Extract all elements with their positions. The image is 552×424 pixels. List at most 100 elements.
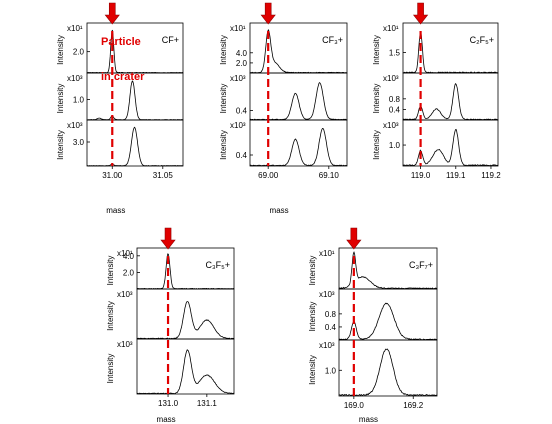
panel-frame	[136, 338, 235, 395]
spectrum-trace	[402, 128, 499, 167]
y-exponent-label: x10³	[67, 74, 83, 83]
spectrum-trace	[87, 126, 184, 167]
x-tick-label: 119.1	[446, 171, 466, 180]
panel-frame	[402, 119, 499, 167]
y-tick-label: 0.4	[236, 151, 248, 160]
x-axis-label: mass	[106, 206, 125, 215]
spectrum-trace	[338, 348, 437, 397]
panel-frame	[249, 72, 348, 121]
panel-frame	[249, 22, 348, 74]
y-exponent-label: x10³	[230, 74, 246, 83]
panel-frame	[86, 119, 184, 167]
spectrum-figure-5: Intensityx10¹0.40.8Intensityx10³1.0Inten…	[308, 227, 438, 424]
y-axis-label: Intensity	[219, 130, 228, 160]
y-axis-label: Intensity	[219, 35, 228, 65]
down-arrow-icon	[260, 2, 276, 25]
x-tick-label: 119.0	[411, 171, 431, 180]
y-tick-label: 1.0	[73, 96, 85, 105]
down-arrow-icon	[346, 227, 362, 250]
x-tick-label: 131.0	[158, 399, 179, 408]
annotation-particle: Particle	[101, 36, 141, 48]
y-axis-label: Intensity	[56, 84, 65, 114]
x-tick-label: 31.00	[102, 171, 123, 180]
y-exponent-label: x10¹	[117, 249, 133, 258]
x-tick-label: 69.00	[258, 171, 279, 180]
x-tick-label: 31.05	[153, 171, 174, 180]
ion-label: C₃F₇+	[409, 260, 433, 270]
y-exponent-label: x10¹	[67, 24, 83, 33]
y-tick-label: 4.0	[123, 252, 135, 261]
x-tick-label: 69.10	[319, 171, 340, 180]
ion-label: CF+	[162, 35, 179, 45]
y-axis-label: Intensity	[372, 130, 381, 160]
y-exponent-label: x10¹	[319, 249, 335, 258]
y-exponent-label: x10³	[117, 340, 133, 349]
x-axis-label: mass	[270, 206, 289, 215]
y-tick-label: 0.4	[236, 107, 248, 116]
spectrum-figure-3: 1.5Intensityx10¹0.80.4Intensityx10³1.0In…	[372, 2, 501, 180]
spectrum-trace	[136, 349, 235, 395]
spectrum-trace	[402, 83, 499, 121]
y-exponent-label: x10³	[117, 290, 133, 299]
y-exponent-label: x10³	[319, 290, 335, 299]
panel-frame	[338, 339, 438, 397]
spectrum-trace	[338, 251, 438, 290]
y-axis-label: Intensity	[106, 256, 115, 286]
y-tick-label: 1.0	[389, 141, 401, 150]
x-axis-label: mass	[359, 415, 378, 424]
spectrum-trace	[136, 301, 235, 340]
y-axis-label: Intensity	[219, 84, 228, 114]
panel-frame	[249, 119, 348, 167]
x-tick-label: 169.2	[403, 401, 424, 410]
y-axis-label: Intensity	[372, 35, 381, 65]
annotation-in-crater: in crater	[101, 71, 145, 83]
y-exponent-label: x10³	[383, 121, 399, 130]
y-exponent-label: x10³	[383, 74, 399, 83]
spectrum-trace	[249, 82, 348, 121]
y-exponent-label: x10¹	[230, 24, 246, 33]
y-axis-label: Intensity	[56, 130, 65, 160]
y-axis-label: Intensity	[106, 301, 115, 331]
y-exponent-label: x10³	[67, 121, 83, 130]
y-axis-label: Intensity	[106, 354, 115, 384]
spectrum-trace	[338, 302, 438, 341]
y-exponent-label: x10¹	[383, 24, 399, 33]
spectrum-trace	[249, 127, 347, 167]
y-tick-label: 0.8	[325, 310, 337, 319]
down-arrow-icon	[104, 2, 120, 25]
down-arrow-icon	[412, 2, 429, 25]
y-axis-label: Intensity	[308, 302, 317, 332]
spectrum-figure-4: 2.04.0Intensityx10¹Intensityx10³Intensit…	[106, 227, 235, 424]
x-axis-label: mass	[157, 415, 176, 424]
y-exponent-label: x10³	[319, 341, 335, 350]
y-tick-label: 1.5	[389, 48, 401, 57]
y-tick-label: 4.0	[236, 49, 248, 58]
y-tick-label: 1.0	[325, 366, 337, 375]
y-tick-label: 2.0	[236, 59, 248, 68]
spectrum-trace	[86, 80, 184, 121]
x-tick-label: 169.0	[344, 401, 365, 410]
y-tick-label: 2.0	[73, 48, 85, 57]
spectrum-figure-2: 4.02.0Intensityx10¹0.4Intensityx10³0.4In…	[219, 2, 348, 215]
ion-label: C₂F₅+	[470, 35, 494, 45]
y-axis-label: Intensity	[308, 355, 317, 385]
y-tick-label: 3.0	[73, 138, 85, 147]
y-tick-label: 2.0	[123, 268, 135, 277]
ion-label: CF₃+	[322, 35, 343, 45]
y-tick-label: 0.4	[325, 323, 337, 332]
spectrum-figure-1: 2.0Intensityx10¹1.0Intensityx10³3.0Inten…	[56, 2, 184, 215]
ion-label: C₃F₅+	[205, 260, 230, 270]
panel-frame	[86, 22, 184, 74]
y-tick-label: 0.4	[389, 105, 401, 114]
y-axis-label: Intensity	[372, 84, 381, 114]
